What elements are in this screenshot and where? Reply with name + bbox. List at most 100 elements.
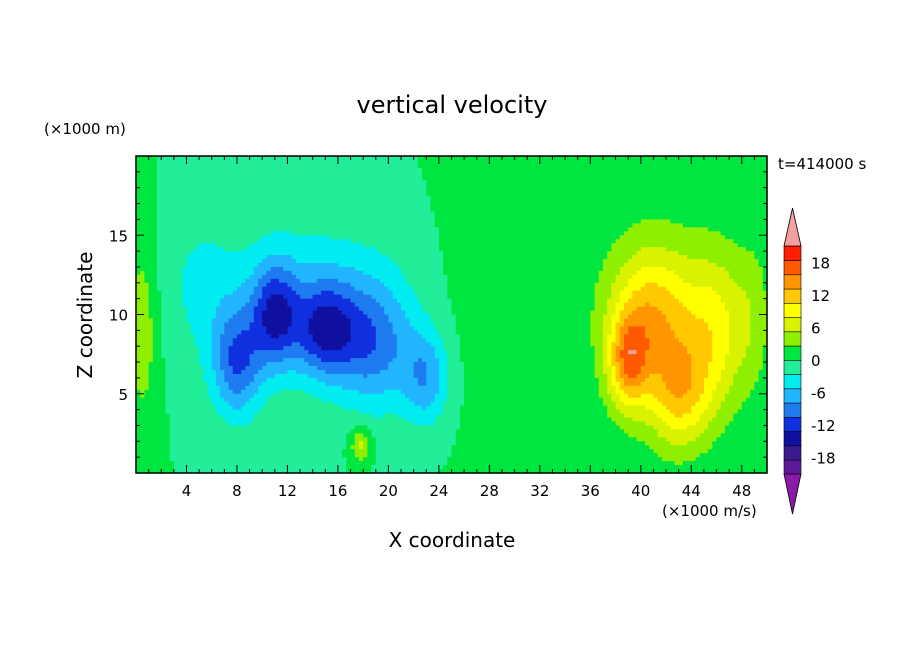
field-cell (316, 191, 322, 197)
field-cell (657, 270, 663, 276)
field-cell (443, 247, 448, 252)
field-cell (245, 179, 251, 185)
field-cell (447, 195, 453, 201)
field-cell (615, 179, 621, 185)
field-cell (762, 203, 768, 209)
field-cell (485, 282, 490, 288)
field-cell (367, 211, 373, 217)
field-cell (388, 223, 394, 228)
field-cell (661, 278, 667, 284)
field-cell (140, 159, 146, 165)
field-cell (472, 171, 478, 177)
field-cell (165, 199, 171, 205)
field-cell (161, 207, 167, 213)
field-cell (754, 278, 760, 284)
field-cell (451, 207, 457, 213)
field-cell (409, 187, 415, 193)
field-cell (283, 270, 289, 276)
field-cell (228, 187, 234, 193)
field-cell (312, 239, 318, 244)
field-cell (279, 171, 284, 177)
field-cell (750, 187, 755, 193)
field-cell (245, 247, 251, 252)
field-cell (241, 227, 246, 232)
field-cell (750, 259, 755, 264)
field-cell (194, 266, 200, 272)
field-cell (451, 163, 457, 169)
field-cell (207, 235, 213, 240)
field-cell (712, 195, 718, 201)
field-cell (758, 223, 764, 228)
field-cell (703, 274, 709, 280)
field-cell (695, 247, 701, 252)
field-cell (342, 247, 347, 252)
field-cell (329, 199, 335, 205)
field-cell (636, 239, 642, 244)
field-cell (161, 219, 167, 224)
field-cell (632, 211, 638, 217)
field-cell (413, 223, 419, 228)
field-cell (199, 266, 204, 272)
field-cell (371, 203, 377, 209)
field-cell (586, 219, 591, 224)
field-cell (262, 203, 268, 209)
field-cell (552, 215, 558, 220)
field-cell (750, 203, 755, 209)
field-cell (535, 255, 541, 260)
field-cell (409, 171, 415, 177)
field-cell (257, 207, 263, 213)
field-cell (236, 195, 242, 201)
field-cell (556, 231, 562, 236)
field-cell (674, 282, 680, 288)
field-cell (497, 259, 503, 264)
field-cell (695, 207, 701, 213)
field-cell (253, 219, 259, 224)
field-cell (169, 243, 175, 248)
field-cell (333, 247, 339, 252)
field-cell (485, 266, 490, 272)
field-cell (274, 266, 280, 272)
field-cell (161, 156, 167, 161)
field-cell (396, 215, 402, 220)
field-cell (712, 243, 718, 248)
field-cell (750, 239, 755, 244)
field-cell (245, 199, 251, 205)
field-cell (758, 211, 764, 217)
field-cell (640, 219, 646, 224)
field-cell (594, 227, 600, 232)
field-cell (636, 207, 642, 213)
field-cell (405, 187, 411, 193)
field-cell (523, 207, 528, 213)
field-cell (203, 187, 209, 193)
field-cell (211, 175, 217, 181)
field-cell (354, 223, 360, 228)
field-cell (745, 274, 751, 280)
field-cell (211, 278, 217, 284)
field-cell (653, 199, 659, 205)
field-cell (321, 223, 326, 228)
field-cell (207, 259, 213, 264)
field-cell (295, 207, 301, 213)
field-cell (607, 215, 612, 220)
field-cell (451, 215, 457, 220)
field-cell (182, 171, 188, 177)
field-cell (333, 163, 339, 169)
field-cell (687, 270, 692, 276)
field-cell (262, 163, 268, 169)
field-cell (552, 163, 558, 169)
field-cell (586, 199, 591, 205)
field-cell (329, 266, 335, 272)
field-cell (211, 159, 217, 165)
field-cell (758, 215, 764, 220)
field-cell (186, 199, 192, 205)
field-cell (312, 175, 318, 181)
field-cell (459, 255, 465, 260)
field-cell (678, 203, 684, 209)
field-cell (645, 195, 650, 201)
field-cell (371, 239, 377, 244)
field-cell (220, 179, 225, 185)
field-cell (236, 179, 242, 185)
field-cell (745, 171, 751, 177)
field-cell (262, 270, 268, 276)
field-cell (548, 219, 554, 224)
